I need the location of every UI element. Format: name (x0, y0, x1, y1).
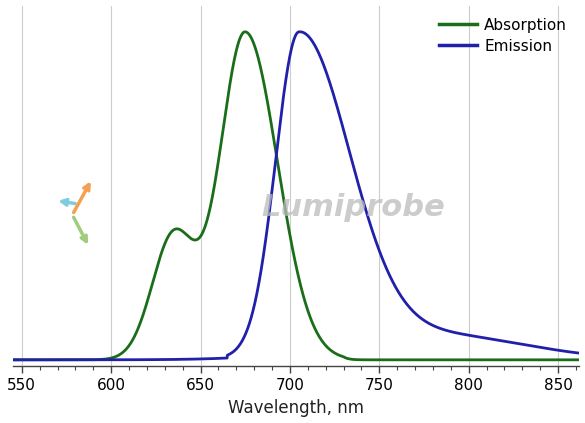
Text: Lumiprobe: Lumiprobe (261, 193, 445, 222)
Legend: Absorption, Emission: Absorption, Emission (434, 13, 572, 59)
X-axis label: Wavelength, nm: Wavelength, nm (228, 399, 364, 418)
